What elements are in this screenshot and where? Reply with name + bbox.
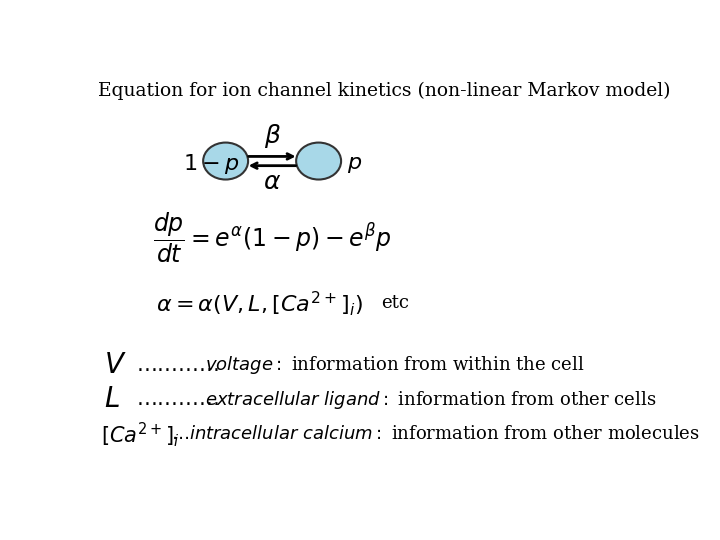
Text: $\beta$: $\beta$ (264, 122, 281, 150)
Text: $\alpha$: $\alpha$ (263, 171, 282, 194)
Text: etc: etc (381, 294, 409, 313)
Text: $\alpha = \alpha(V, L, [Ca^{2+}]_i)$: $\alpha = \alpha(V, L, [Ca^{2+}]_i)$ (156, 289, 363, 318)
Text: $[Ca^{2+}]_i$: $[Ca^{2+}]_i$ (101, 420, 179, 449)
Text: $\ldots\ldots\ldots\ldots$: $\ldots\ldots\ldots\ldots$ (137, 390, 220, 409)
Text: $V$: $V$ (104, 352, 127, 379)
Ellipse shape (203, 143, 248, 179)
Text: $\mathit{extracellular\ ligand}$$:$ information from other cells: $\mathit{extracellular\ ligand}$$:$ info… (204, 389, 656, 411)
Text: $1-p$: $1-p$ (183, 152, 240, 176)
Text: $\ldots\ldots\ldots\ldots$: $\ldots\ldots\ldots\ldots$ (137, 356, 220, 375)
Text: $\dfrac{dp}{dt} = e^{\alpha}(1-p) - e^{\beta}p$: $\dfrac{dp}{dt} = e^{\alpha}(1-p) - e^{\… (153, 211, 392, 265)
Text: $p$: $p$ (346, 153, 361, 175)
Text: $L$: $L$ (104, 386, 120, 413)
Text: $\mathit{voltage}$$:$ information from within the cell: $\mathit{voltage}$$:$ information from w… (204, 354, 584, 376)
Ellipse shape (296, 143, 341, 179)
Text: Equation for ion channel kinetics (non-linear Markov model): Equation for ion channel kinetics (non-l… (98, 82, 670, 100)
Text: $\ldots\mathit{intracellular\ calcium}$$:$ information from other molecules: $\ldots\mathit{intracellular\ calcium}$$… (171, 426, 700, 443)
